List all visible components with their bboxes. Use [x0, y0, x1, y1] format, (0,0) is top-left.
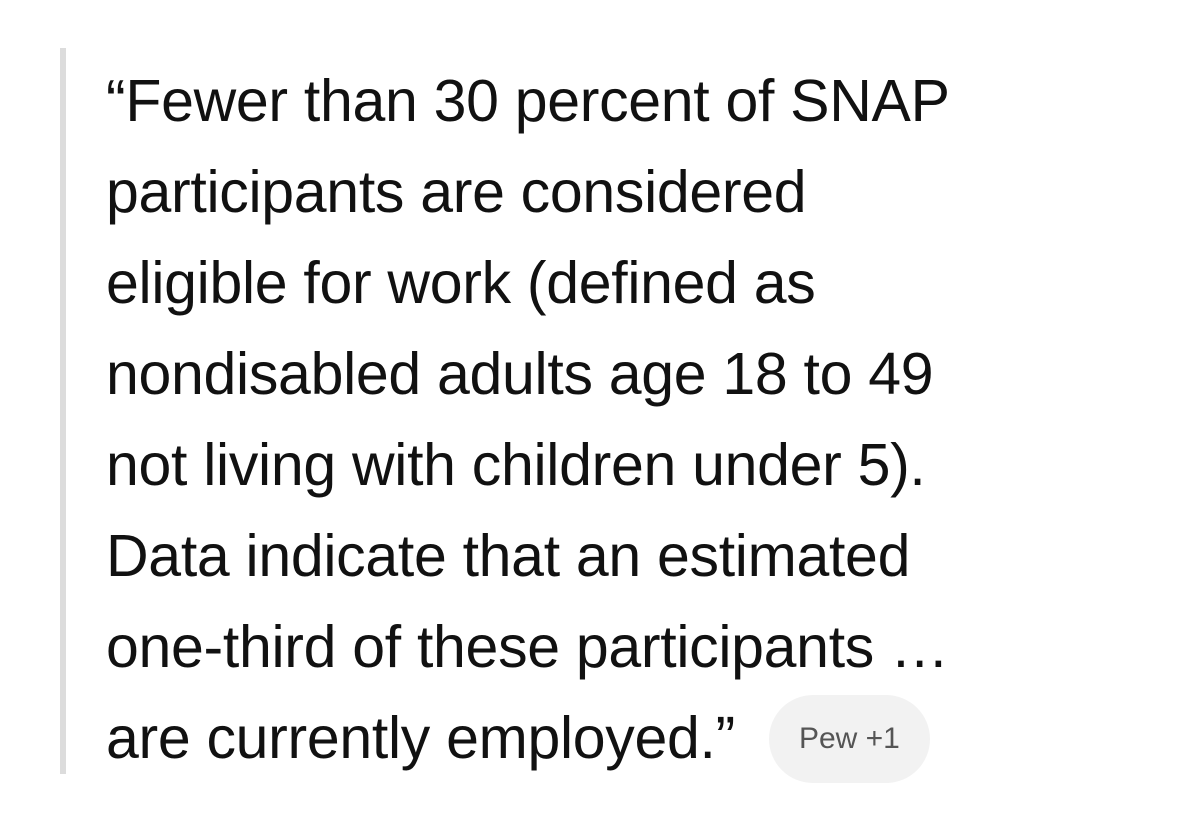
quote-line: eligible for work (defined as — [106, 250, 816, 316]
quote-last-line: are currently employed.” Pew +1 — [106, 693, 1106, 784]
quote-line: one-third of these participants … — [106, 614, 949, 680]
quote-line: nondisabled adults age 18 to 49 — [106, 341, 934, 407]
quote-bar — [60, 48, 66, 774]
quote-line: not living with children under 5). — [106, 432, 926, 498]
citation-chip[interactable]: Pew +1 — [768, 694, 930, 783]
quote-block: “Fewer than 30 percent of SNAP participa… — [106, 56, 1106, 784]
quote-line: “Fewer than 30 percent of SNAP — [106, 68, 950, 134]
quote-line: are currently employed.” — [106, 705, 735, 771]
quote-line: participants are considered — [106, 159, 807, 225]
quote-line: Data indicate that an estimated — [106, 523, 911, 589]
